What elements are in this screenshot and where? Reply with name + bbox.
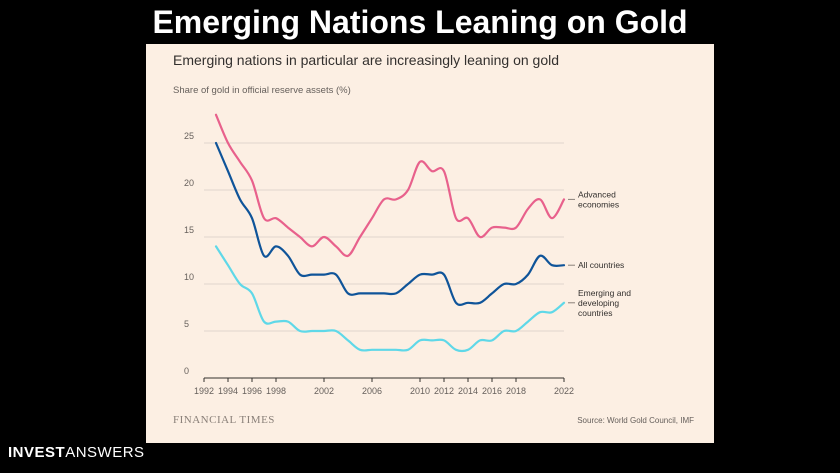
brand-light: ANSWERS — [65, 444, 145, 461]
y-tick-label: 20 — [184, 178, 194, 188]
brand-logo: INVESTANSWERS — [8, 444, 145, 461]
source-note: Source: World Gold Council, IMF — [577, 416, 694, 425]
series-label: All countries — [578, 260, 624, 270]
x-tick-label: 2006 — [362, 386, 382, 396]
y-tick-label: 25 — [184, 131, 194, 141]
series-line-1 — [214, 141, 566, 306]
x-tick-label: 2012 — [434, 386, 454, 396]
x-tick-label: 1992 — [194, 386, 214, 396]
x-tick-label: 2010 — [410, 386, 430, 396]
chart-title: Emerging nations in particular are incre… — [173, 52, 560, 68]
slide-title: Emerging Nations Leaning on Gold — [152, 4, 688, 40]
series-line-0 — [214, 113, 566, 258]
y-tick-label: 0 — [184, 366, 189, 376]
chart-subtitle: Share of gold in official reserve assets… — [173, 85, 351, 96]
brand-bold: INVEST — [8, 444, 66, 461]
x-tick-label: 1996 — [242, 386, 262, 396]
y-tick-label: 10 — [184, 272, 194, 282]
series-line-2 — [214, 245, 566, 353]
x-tick-label: 2018 — [506, 386, 526, 396]
y-tick-label: 15 — [184, 225, 194, 235]
x-tick-label: 2014 — [458, 386, 478, 396]
financial-times-logo: FINANCIAL TIMES — [173, 414, 275, 426]
x-tick-label: 1998 — [266, 386, 286, 396]
series-label: economies — [578, 199, 619, 209]
series-label: Emerging and — [578, 288, 631, 298]
x-tick-label: 2002 — [314, 386, 334, 396]
series-label: developing — [578, 298, 619, 308]
chart-card: Emerging nations in particular are incre… — [146, 44, 714, 443]
series-label: countries — [578, 308, 613, 318]
line-chart: 0 5 10 15 20 25 1992 1994 1996 1998 2002 2006 2010 20… — [184, 113, 631, 396]
series-label: Advanced — [578, 189, 616, 199]
x-tick-label: 2016 — [482, 386, 502, 396]
y-tick-label: 5 — [184, 319, 189, 329]
x-tick-label: 2022 — [554, 386, 574, 396]
x-tick-label: 1994 — [218, 386, 238, 396]
